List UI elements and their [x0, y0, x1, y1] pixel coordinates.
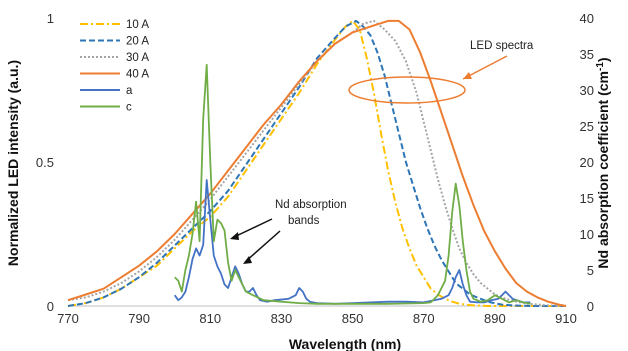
legend-label-c: c — [126, 102, 132, 114]
y-right-tick-label: 15 — [580, 191, 594, 206]
y-right-tick-label: 20 — [580, 155, 594, 170]
x-tick-label: 790 — [128, 311, 150, 326]
series-line-20-a — [67, 19, 566, 307]
y-right-tick-label: 30 — [580, 83, 594, 98]
y-left-tick-label: 0 — [47, 299, 54, 314]
nd-bands-arrowhead-2 — [243, 256, 252, 264]
legend-label-30-a: 30 A — [126, 52, 149, 64]
y-left-tick-label: 0.5 — [36, 155, 54, 170]
y-right-tick-label: 35 — [580, 47, 594, 62]
series-line-c — [174, 63, 531, 305]
x-tick-label: 850 — [342, 311, 364, 326]
x-tick-label: 810 — [199, 311, 221, 326]
annotations: LED spectra Nd absorption bands — [230, 40, 534, 264]
y-right-tick-label: 25 — [580, 119, 594, 134]
y-right-tick-label: 40 — [580, 11, 594, 26]
x-tick-label: 890 — [484, 311, 506, 326]
tick-labels: 770 790 810 830 850 870 890 91000.5105101520253… — [36, 11, 594, 326]
y-axis-right-title-close: ) — [595, 57, 611, 62]
y-right-tick-label: 0 — [587, 299, 594, 314]
y-axis-right-title-sup: -1 — [595, 62, 606, 71]
legend-label-a: a — [126, 85, 133, 97]
y-left-tick-label: 1 — [47, 11, 54, 26]
x-tick-label: 770 — [57, 311, 79, 326]
legend-label-20-a: 20 A — [126, 36, 149, 48]
x-tick-label: 870 — [413, 311, 435, 326]
series-layer — [67, 19, 567, 307]
led-spectra-ellipse — [348, 76, 466, 104]
y-axis-left-title: Normalized LED intensity (a.u.) — [5, 60, 21, 266]
nd-bands-label-line2: bands — [288, 215, 320, 227]
x-tick-label: 830 — [271, 311, 293, 326]
y-right-tick-label: 10 — [580, 227, 594, 242]
nd-bands-label-line1: Nd absorption — [275, 199, 347, 211]
led-spectra-arrowhead — [463, 72, 472, 79]
x-tick-label: 910 — [555, 311, 577, 326]
x-axis-title: Wavelength (nm) — [289, 336, 401, 351]
nd-bands-arrow-1 — [231, 218, 273, 239]
nd-bands-arrow-2 — [244, 230, 281, 263]
series-line-40-a — [67, 19, 567, 307]
legend-label-10-a: 10 A — [126, 19, 149, 31]
y-right-tick-label: 5 — [587, 263, 594, 278]
series-line-a — [173, 179, 531, 305]
legend-label-40-a: 40 A — [126, 69, 149, 81]
nd-bands-arrowhead-1 — [230, 232, 239, 240]
led-spectra-label: LED spectra — [470, 40, 534, 52]
y-axis-right-title-main: Nd absorption coefficient (cm — [595, 71, 611, 269]
legend: 10 A 20 A 30 A 40 A ac — [80, 19, 149, 114]
y-axis-right-title: Nd absorption coefficient (cm-1) — [595, 57, 611, 268]
